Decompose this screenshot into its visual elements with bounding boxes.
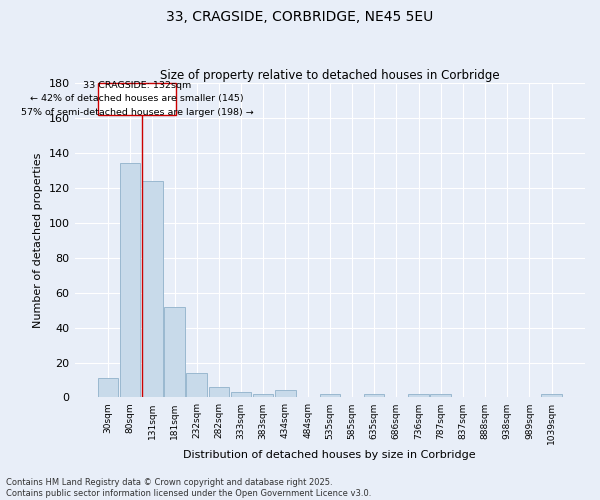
Text: Contains HM Land Registry data © Crown copyright and database right 2025.
Contai: Contains HM Land Registry data © Crown c… [6, 478, 371, 498]
X-axis label: Distribution of detached houses by size in Corbridge: Distribution of detached houses by size … [184, 450, 476, 460]
Bar [164, 306, 185, 398]
Bar [98, 378, 118, 398]
Bar [275, 390, 296, 398]
Y-axis label: Number of detached properties: Number of detached properties [33, 152, 43, 328]
Bar [409, 394, 429, 398]
Bar [120, 164, 140, 398]
Bar [231, 392, 251, 398]
Bar [209, 387, 229, 398]
Bar [364, 394, 385, 398]
FancyBboxPatch shape [98, 83, 176, 114]
Bar [320, 394, 340, 398]
Text: 33, CRAGSIDE, CORBRIDGE, NE45 5EU: 33, CRAGSIDE, CORBRIDGE, NE45 5EU [166, 10, 434, 24]
Bar [253, 394, 274, 398]
Bar [187, 373, 207, 398]
Text: 33 CRAGSIDE: 132sqm
← 42% of detached houses are smaller (145)
57% of semi-detac: 33 CRAGSIDE: 132sqm ← 42% of detached ho… [20, 81, 253, 116]
Title: Size of property relative to detached houses in Corbridge: Size of property relative to detached ho… [160, 69, 500, 82]
Bar [430, 394, 451, 398]
Bar [142, 181, 163, 398]
Bar [541, 394, 562, 398]
